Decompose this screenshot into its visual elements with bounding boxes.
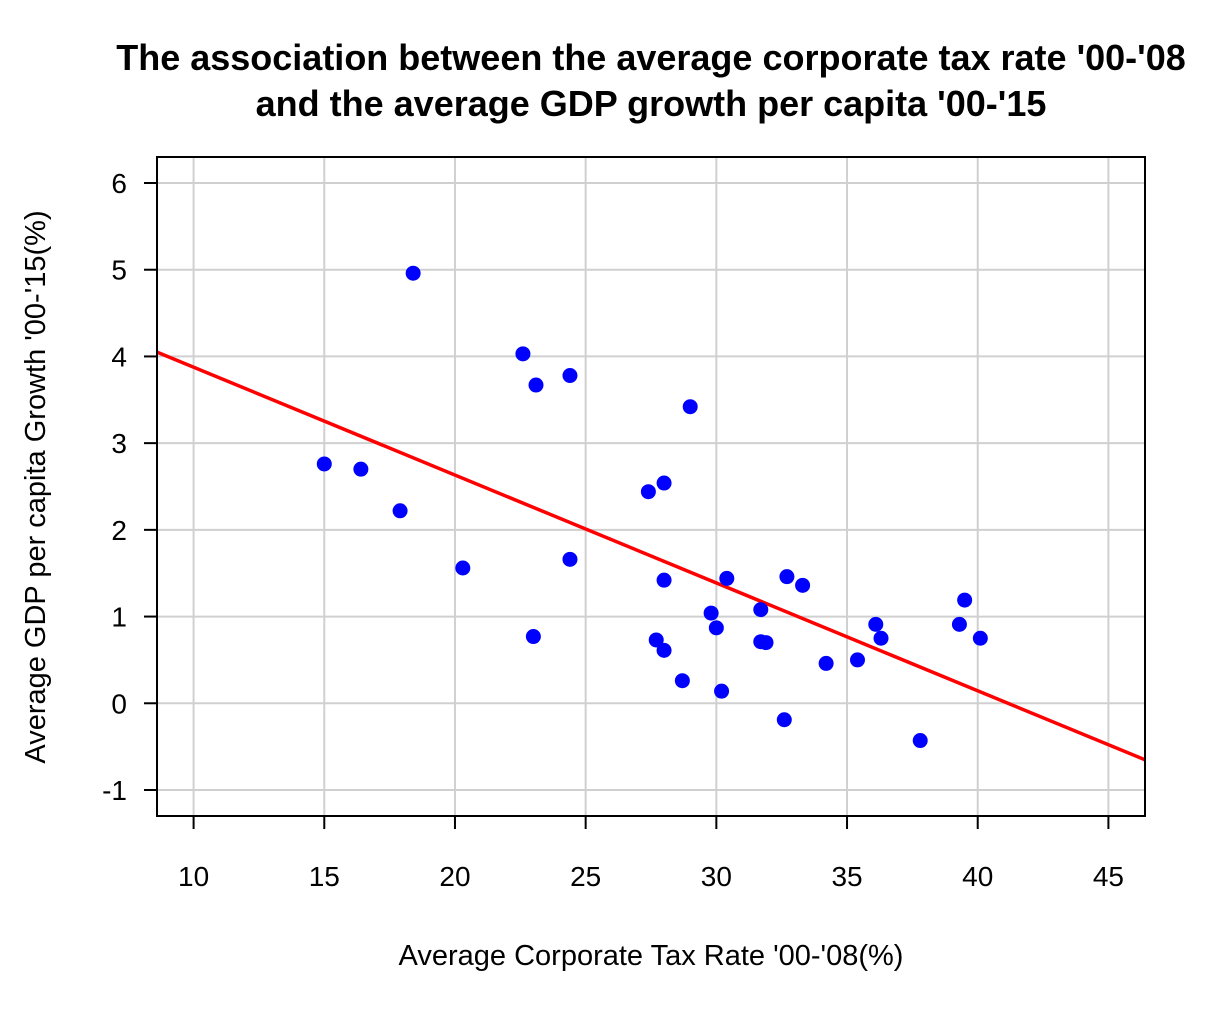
data-point-3 [405,265,421,281]
y-axis-ticks: -1 0 1 2 3 4 5 6 [102,168,157,806]
data-point-2 [392,503,408,519]
data-point-0 [316,456,332,472]
data-point-5 [515,346,531,362]
data-point-1 [353,461,369,477]
data-point-13 [656,572,672,588]
data-point-33 [957,592,973,608]
data-point-31 [912,733,928,749]
y-tick-label-6: 5 [111,255,127,286]
data-point-10 [640,484,656,500]
data-point-25 [779,569,795,585]
data-point-19 [714,683,730,699]
y-tick-label-0: -1 [102,775,127,806]
data-point-14 [656,642,672,658]
x-axis-label: Average Corporate Tax Rate '00-'08(%) [399,940,904,972]
data-point-4 [455,560,471,576]
regression-line-group [157,350,1145,762]
y-tick-label-7: 6 [111,168,127,199]
x-tick-label-2: 20 [439,861,470,892]
data-point-28 [849,652,865,668]
data-point-32 [951,616,967,632]
grid-lines [157,157,1145,816]
regression-line [157,350,1145,762]
y-tick-label-3: 2 [111,515,127,546]
x-tick-label-1: 15 [309,861,340,892]
data-point-12 [656,475,672,491]
x-tick-label-6: 40 [962,861,993,892]
y-tick-label-5: 4 [111,341,127,372]
data-point-18 [708,620,724,636]
x-axis-ticks: 10 15 20 25 30 35 40 45 [178,816,1124,892]
data-point-21 [753,602,769,618]
y-tick-label-1: 0 [111,688,127,719]
data-point-20 [719,570,735,586]
y-tick-label-2: 1 [111,602,127,633]
data-point-24 [776,712,792,728]
data-point-26 [795,577,811,593]
data-point-15 [674,673,690,689]
x-tick-label-4: 30 [701,861,732,892]
x-tick-label-7: 45 [1093,861,1124,892]
x-tick-label-3: 25 [570,861,601,892]
data-points [316,265,988,749]
data-point-8 [562,368,578,384]
data-point-9 [562,551,578,567]
y-tick-label-4: 3 [111,428,127,459]
data-point-7 [528,377,544,393]
data-point-17 [703,605,719,621]
data-point-29 [868,616,884,632]
plot-frame [156,156,1146,817]
data-point-34 [972,630,988,646]
data-point-6 [525,629,541,645]
data-point-27 [818,655,834,671]
chart-title-line-1: The association between the average corp… [116,37,1186,78]
data-point-11 [648,632,664,648]
chart-title-line-2: and the average GDP growth per capita '0… [256,83,1047,124]
x-tick-label-5: 35 [831,861,862,892]
data-point-30 [873,630,889,646]
y-axis-label: Average GDP per capita Growth '00-'15(%) [20,210,52,763]
x-tick-label-0: 10 [178,861,209,892]
data-point-16 [682,399,698,415]
data-point-23 [758,635,774,651]
